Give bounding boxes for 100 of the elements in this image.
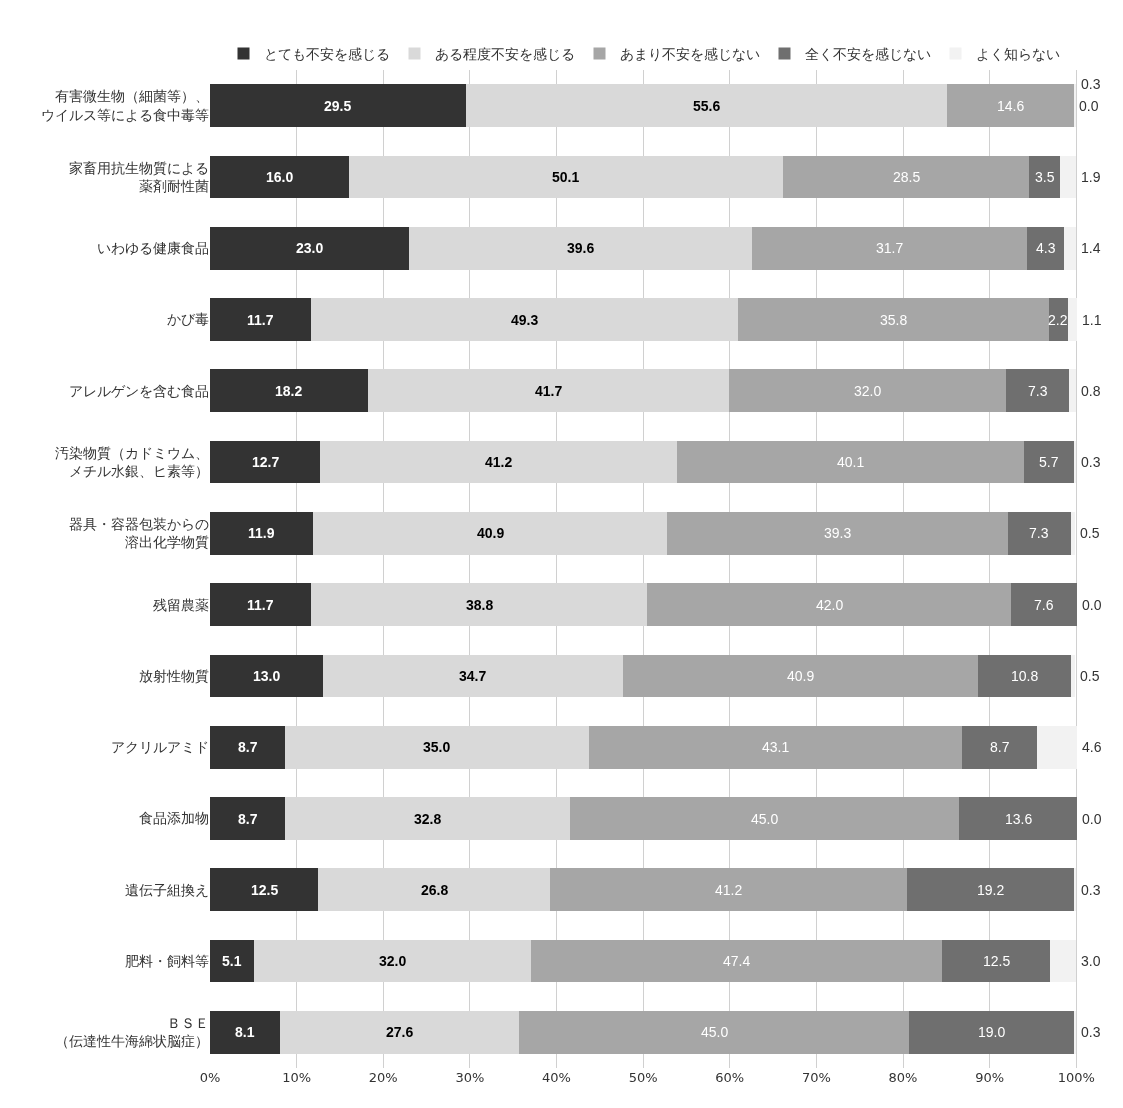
legend-label: あまり不安を感じない — [619, 46, 760, 63]
data-label: 8.7 — [990, 739, 1010, 755]
data-label: 41.2 — [715, 882, 743, 898]
bar — [210, 226, 410, 270]
data-label: 41.2 — [485, 454, 513, 470]
data-label: 39.3 — [824, 525, 852, 541]
data-label: 0.3 — [1081, 76, 1101, 92]
data-label: 3.0 — [1081, 953, 1101, 969]
data-label: 0.0 — [1079, 98, 1099, 114]
y-tick-label: かび毒 — [167, 311, 209, 328]
data-label: 7.3 — [1029, 525, 1049, 541]
data-label: 31.7 — [876, 240, 904, 256]
bar — [728, 369, 1007, 413]
bar — [210, 440, 321, 484]
y-tick-label: 器具・容器包装からの溶出化学物質 — [69, 516, 209, 551]
bar — [519, 1010, 910, 1054]
x-tick-label: 50% — [628, 1070, 658, 1085]
y-tick-label: アレルゲンを含む食品 — [69, 382, 209, 399]
bar — [647, 583, 1012, 627]
x-tick-label: 70% — [801, 1070, 831, 1085]
data-label: 14.6 — [997, 98, 1025, 114]
bar — [977, 654, 1072, 698]
data-label: 32.0 — [854, 383, 882, 399]
bar — [1059, 155, 1077, 199]
data-label: 8.1 — [235, 1024, 255, 1040]
bar — [1048, 298, 1068, 341]
y-tick-label: 残留農薬 — [153, 596, 209, 613]
data-label: 18.2 — [275, 383, 303, 399]
bar — [210, 797, 286, 840]
bar — [1067, 298, 1078, 341]
data-label: 40.9 — [477, 525, 505, 541]
bar — [1037, 725, 1078, 769]
data-label: 1.1 — [1082, 312, 1102, 328]
data-label: 12.5 — [251, 882, 279, 898]
bar — [1026, 226, 1065, 270]
bar — [210, 1010, 281, 1054]
data-label: 23.0 — [296, 240, 324, 256]
data-label: 0.3 — [1081, 1024, 1101, 1040]
bar — [1050, 939, 1077, 983]
bar — [210, 369, 368, 413]
data-label: 38.8 — [466, 597, 494, 613]
bar — [1024, 440, 1074, 484]
data-label: 0.3 — [1081, 882, 1101, 898]
data-label: 10.8 — [1011, 668, 1039, 684]
bar — [667, 511, 1008, 555]
bar — [1029, 155, 1060, 199]
bar — [210, 511, 314, 555]
bar — [210, 868, 319, 912]
data-label: 35.0 — [423, 739, 451, 755]
data-label: 13.6 — [1005, 811, 1033, 827]
data-label: 0.3 — [1081, 454, 1101, 470]
bar — [909, 1010, 1074, 1054]
bar — [210, 583, 312, 627]
x-tick-label: 0% — [199, 1070, 221, 1085]
x-tick-label: 90% — [975, 1070, 1005, 1085]
y-tick-label: ＢＳＥ（伝達性牛海綿状脳症） — [55, 1015, 209, 1050]
x-tick-label: 20% — [368, 1070, 398, 1085]
y-tick-label: 汚染物質（カドミウム、メチル水銀、ヒ素等） — [55, 444, 209, 480]
data-label: 7.6 — [1034, 597, 1054, 613]
data-label: 49.3 — [511, 312, 539, 328]
y-tick-label: 有害微生物（細菌等）、ウイルス等による食中毒等 — [41, 88, 209, 123]
data-label: 45.0 — [701, 1024, 729, 1040]
data-label: 11.9 — [248, 525, 275, 541]
data-label: 28.5 — [893, 169, 921, 185]
data-label: 27.6 — [386, 1024, 414, 1040]
legend-label: 全く不安を感じない — [804, 46, 931, 63]
data-label: 32.0 — [379, 953, 407, 969]
bar — [1071, 654, 1076, 698]
data-label: 0.0 — [1082, 811, 1102, 827]
x-tick-label: 40% — [542, 1070, 571, 1085]
data-label: 2.2 — [1048, 312, 1068, 328]
data-label: 8.7 — [238, 739, 258, 755]
y-tick-label: 遺伝子組換え — [125, 881, 209, 898]
data-label: 40.9 — [787, 668, 815, 684]
legend-label: ある程度不安を感じる — [434, 46, 575, 63]
data-label: 34.7 — [459, 668, 487, 684]
data-label: 7.3 — [1028, 383, 1048, 399]
data-label: 0.5 — [1080, 525, 1100, 541]
x-tick-label: 80% — [888, 1070, 918, 1085]
data-label: 19.2 — [977, 882, 1005, 898]
data-label: 3.5 — [1035, 169, 1055, 185]
bar — [588, 725, 962, 769]
bar — [210, 155, 349, 199]
bar — [907, 868, 1074, 912]
data-label: 45.0 — [751, 811, 779, 827]
bar — [676, 440, 1025, 484]
data-label: 55.6 — [693, 98, 721, 114]
bar — [961, 725, 1038, 769]
bar — [1064, 226, 1077, 270]
data-label: 35.8 — [880, 312, 908, 328]
bar — [752, 226, 1027, 270]
bar — [1011, 583, 1078, 627]
data-label: 11.7 — [247, 597, 274, 613]
bar — [782, 155, 1030, 199]
data-label: 11.7 — [247, 312, 274, 328]
data-label: 13.0 — [253, 668, 281, 684]
data-label: 8.7 — [238, 811, 258, 827]
bar — [210, 725, 286, 769]
legend-label: とても不安を感じる — [263, 46, 390, 63]
data-label: 12.7 — [252, 454, 280, 470]
